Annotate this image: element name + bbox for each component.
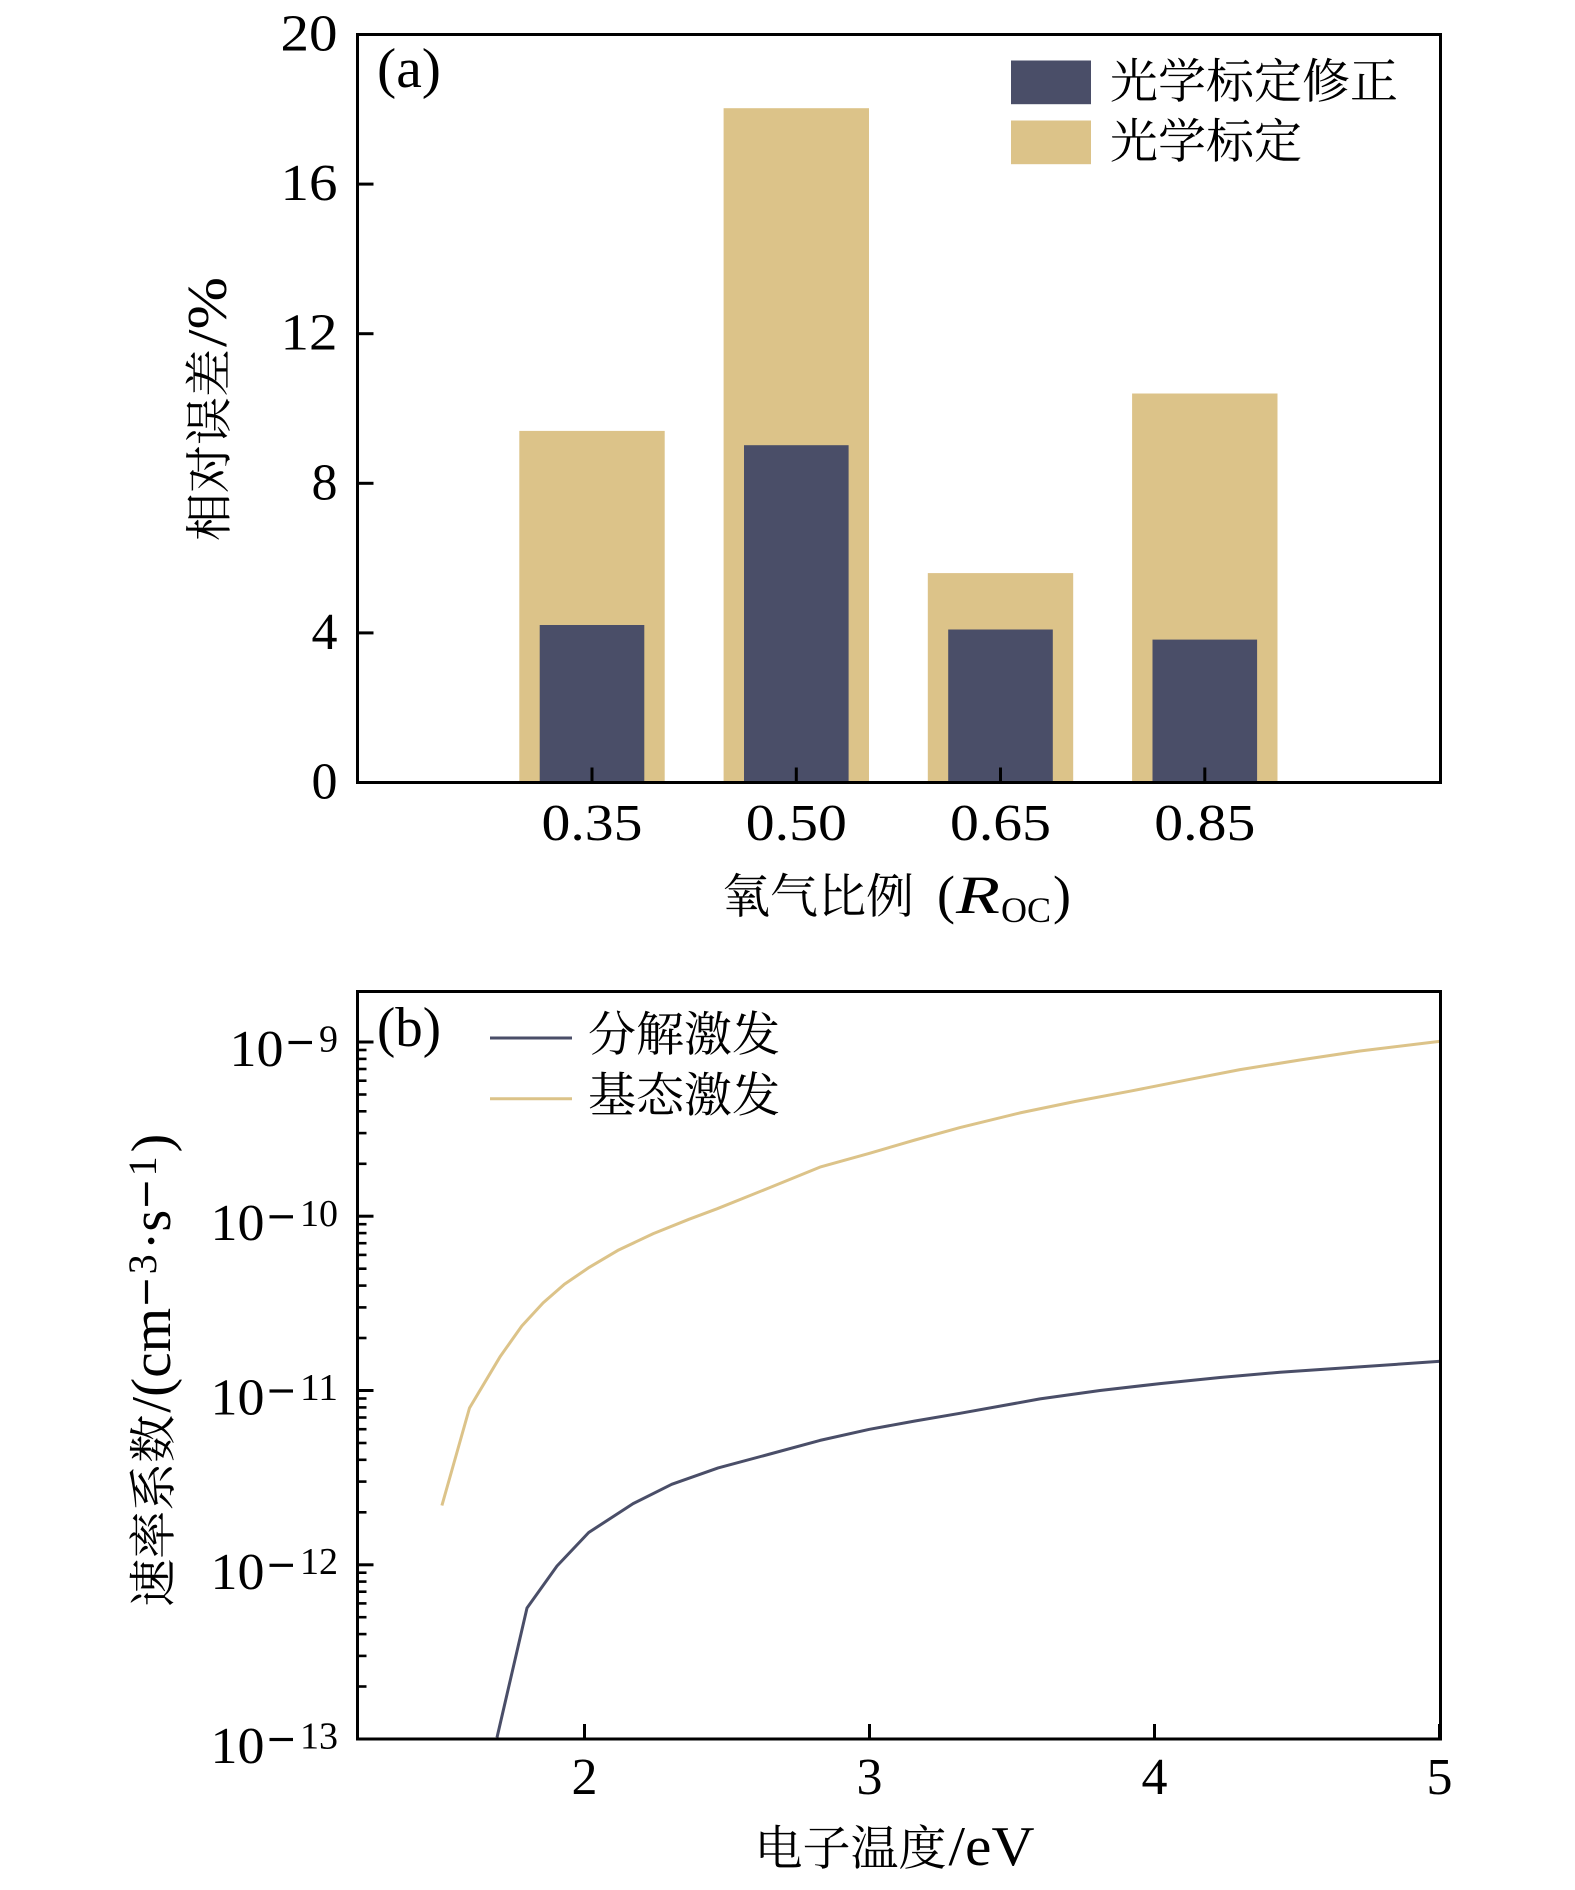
svg-text:(a): (a) bbox=[377, 38, 441, 100]
svg-text:9: 9 bbox=[319, 1019, 338, 1061]
svg-text:(b): (b) bbox=[377, 997, 441, 1059]
svg-text:10: 10 bbox=[211, 1195, 265, 1252]
svg-text:20: 20 bbox=[281, 6, 338, 63]
svg-text:OC: OC bbox=[1001, 890, 1051, 930]
svg-text:1: 1 bbox=[120, 1156, 165, 1176]
svg-text:0.50: 0.50 bbox=[746, 795, 847, 852]
svg-text:0.65: 0.65 bbox=[950, 795, 1051, 852]
svg-text:4: 4 bbox=[312, 604, 338, 661]
svg-text:/%: /% bbox=[177, 277, 239, 347]
svg-text:13: 13 bbox=[300, 1716, 338, 1758]
svg-text:10: 10 bbox=[211, 1544, 265, 1601]
svg-text:/(cm: /(cm bbox=[121, 1308, 183, 1413]
svg-text:): ) bbox=[1053, 865, 1071, 925]
svg-text:16: 16 bbox=[281, 155, 338, 212]
svg-text:/eV: /eV bbox=[949, 1816, 1035, 1878]
svg-text:3: 3 bbox=[120, 1254, 165, 1274]
svg-text:12: 12 bbox=[281, 305, 338, 362]
svg-text:): ) bbox=[121, 1134, 183, 1153]
svg-text:R: R bbox=[955, 865, 1000, 925]
svg-text:0.35: 0.35 bbox=[542, 795, 643, 852]
svg-text:·s: ·s bbox=[121, 1210, 183, 1250]
svg-text:5: 5 bbox=[1427, 1749, 1453, 1806]
svg-text:12: 12 bbox=[300, 1541, 338, 1583]
svg-text:4: 4 bbox=[1142, 1749, 1168, 1806]
svg-text:10: 10 bbox=[211, 1370, 265, 1427]
svg-text:0: 0 bbox=[312, 754, 338, 811]
svg-text:0.85: 0.85 bbox=[1154, 795, 1255, 852]
svg-text:(: ( bbox=[937, 865, 955, 925]
svg-text:2: 2 bbox=[572, 1749, 598, 1806]
svg-text:10: 10 bbox=[211, 1718, 265, 1775]
svg-text:10: 10 bbox=[300, 1193, 338, 1235]
svg-text:8: 8 bbox=[312, 454, 338, 511]
svg-text:3: 3 bbox=[857, 1749, 883, 1806]
svg-text:11: 11 bbox=[300, 1367, 338, 1409]
svg-text:10: 10 bbox=[230, 1021, 284, 1078]
